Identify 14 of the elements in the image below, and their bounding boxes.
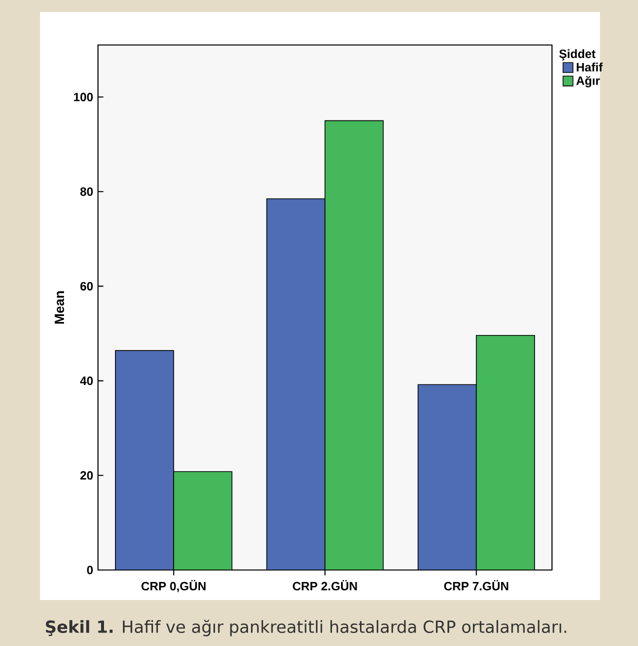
x-tick-label: CRP 0,GÜN — [141, 580, 206, 592]
legend-title: Şiddet — [559, 49, 596, 60]
y-tick-label: 60 — [80, 282, 93, 290]
y-tick-label: 20 — [80, 471, 93, 480]
x-tick-label: CRP 2.GÜN — [292, 580, 357, 590]
text: Şekil 1. Hafif ve ağır pankreatitli hastalarda CRP ortalamaları. — [46, 620, 566, 636]
legend-label: Hafif — [576, 62, 603, 72]
y-tick-label: 40 — [80, 376, 93, 386]
x-tick-label: CRP 7.GÜN — [444, 580, 508, 590]
y-axis-title: Mean — [54, 291, 64, 324]
legend-label: Ağır — [576, 76, 600, 88]
y-tick-label: 0 — [87, 566, 93, 574]
y-tick-label: 80 — [80, 187, 93, 196]
y-tick-label: 100 — [74, 92, 93, 102]
